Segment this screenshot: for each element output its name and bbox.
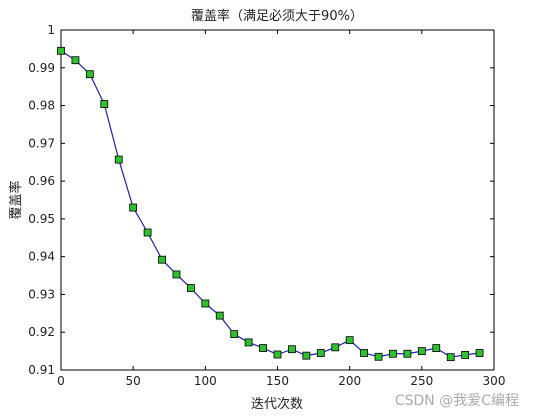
data-point	[417, 347, 426, 356]
data-point	[403, 349, 412, 358]
data-point	[302, 351, 311, 360]
data-point	[114, 155, 123, 164]
data-point	[57, 46, 65, 55]
series-line	[60, 50, 480, 358]
data-point	[172, 270, 181, 279]
y-tick-label: 0.96	[28, 174, 55, 188]
data-point	[432, 344, 441, 352]
data-point	[143, 228, 152, 237]
data-point	[331, 343, 340, 352]
y-axis-label: 覆盖率	[8, 180, 24, 219]
y-tick-label: 0.98	[28, 99, 55, 113]
x-tick-label: 0	[57, 374, 65, 388]
y-tick-label: 0.97	[28, 136, 55, 150]
data-point	[389, 349, 397, 358]
x-tick-label: 100	[194, 374, 217, 388]
data-point	[129, 203, 138, 212]
watermark: CSDN @我爱C编程	[394, 393, 519, 409]
y-tick-label: 0.91	[28, 363, 55, 377]
chart-title: 覆盖率（满足必须大于90%）	[191, 8, 363, 24]
y-tick-label: 0.99	[28, 61, 55, 75]
data-point	[360, 349, 369, 357]
y-tick-label: 0.93	[28, 287, 55, 301]
data-point	[345, 336, 354, 345]
plot-area-box	[60, 29, 495, 371]
data-point	[201, 299, 210, 308]
y-tick-label: 0.92	[28, 325, 55, 339]
data-point	[186, 284, 195, 292]
data-point	[446, 353, 455, 362]
data-point	[215, 311, 224, 320]
data-point	[461, 350, 470, 359]
data-point	[230, 330, 239, 339]
series-line-group	[57, 46, 484, 362]
axes: 0 50 100 150 200 250 300 0.91 0.92 0.93 0.94 0.95 0.…	[28, 23, 505, 388]
y-tick-label: 0.94	[28, 250, 55, 264]
x-tick-label: 50	[126, 374, 141, 388]
data-point	[316, 349, 325, 357]
data-point	[85, 70, 94, 79]
x-tick-label: 300	[483, 374, 506, 388]
x-tick-label: 250	[410, 374, 433, 388]
data-point	[244, 338, 253, 347]
x-axis-label: 迭代次数	[251, 396, 303, 412]
x-tick-label: 150	[266, 374, 289, 388]
data-point	[475, 349, 484, 357]
data-point	[100, 100, 109, 108]
y-tick-label: 0.95	[28, 212, 55, 226]
x-tick-label: 200	[338, 374, 361, 388]
data-point	[259, 344, 267, 352]
data-point	[273, 350, 282, 359]
data-point	[71, 56, 80, 65]
data-point	[374, 352, 383, 361]
data-point	[158, 255, 166, 264]
data-point	[288, 345, 296, 354]
y-tick-label: 1	[47, 23, 55, 37]
